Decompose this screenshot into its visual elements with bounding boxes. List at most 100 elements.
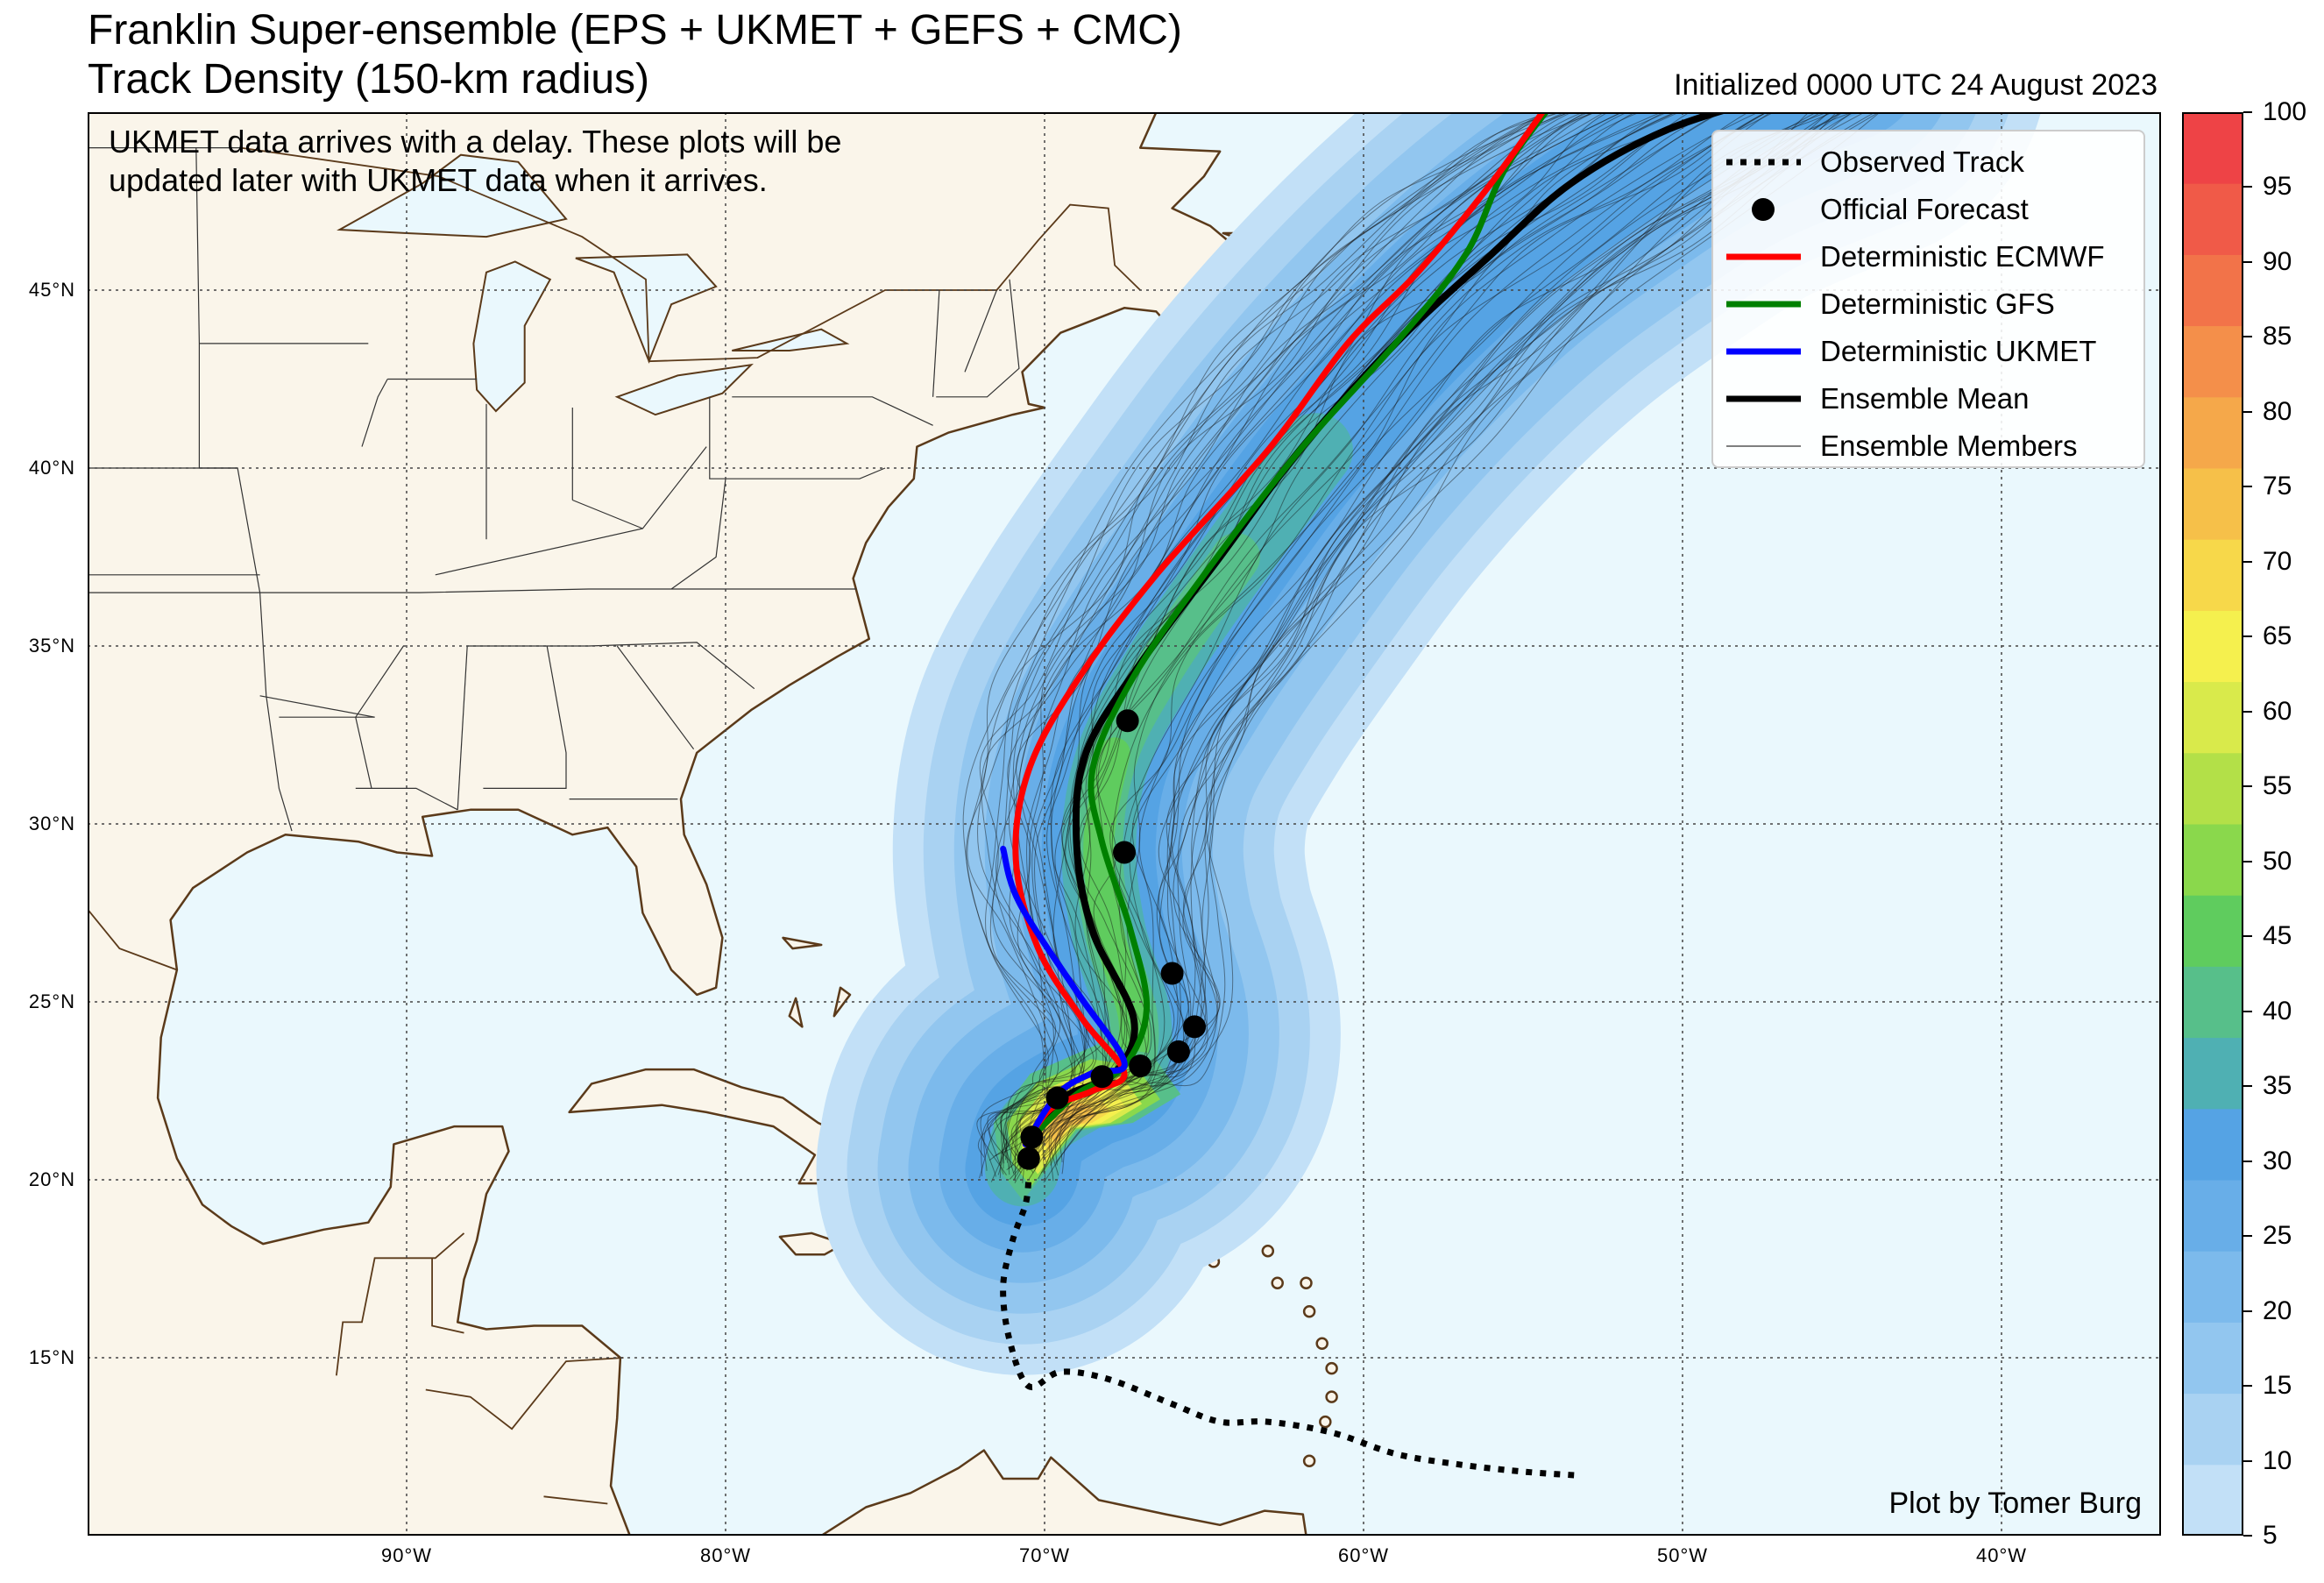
legend-label: Deterministic UKMET: [1820, 335, 2097, 367]
latitude-label: 15°N: [28, 1346, 75, 1368]
legend-label: Deterministic ECMWF: [1820, 240, 2105, 273]
colorbar-tick-label: 10: [2243, 1446, 2313, 1475]
colorbar-tick-label: 25: [2243, 1221, 2313, 1250]
gridlines: [88, 112, 2161, 1536]
colorbar-ticks: 5 10 15 20 25 30 35 40 45 50 55 60 65 70 75 80 85 90 95 100: [2243, 97, 2313, 1550]
colorbar-tick-label: 90: [2243, 247, 2313, 276]
colorbar-tick-label: 65: [2243, 621, 2313, 650]
legend-item: Deterministic UKMET: [1713, 328, 2143, 375]
legend-item: Official Forecast: [1713, 186, 2143, 233]
latitude-label: 45°N: [28, 279, 75, 301]
longitude-label: 90°W: [380, 1544, 433, 1566]
colorbar-segment: [2182, 752, 2243, 825]
official-forecast-point: [1045, 1086, 1069, 1110]
note-line-2: updated later with UKMET data when it ar…: [109, 162, 768, 198]
colorbar-segment: [2182, 396, 2243, 469]
colorbar-segment: [2182, 1180, 2243, 1252]
colorbar-tick-label: 50: [2243, 847, 2313, 876]
colorbar-tick-label: 55: [2243, 771, 2313, 800]
colorbar-segment: [2182, 1464, 2243, 1536]
gfs-track: [1028, 112, 1550, 1140]
chart-subtitle: Track Density (150-km radius): [88, 56, 650, 103]
legend-label: Ensemble Members: [1820, 429, 2078, 462]
ecmwf-track: [1012, 112, 1547, 1147]
colorbar-segment: [2182, 895, 2243, 967]
colorbar-segment: [2182, 1251, 2243, 1323]
colorbar-tick-label: 5: [2243, 1521, 2313, 1550]
legend-label: Official Forecast: [1820, 193, 2029, 225]
legend-label: Deterministic GFS: [1820, 287, 2055, 320]
colorbar-tick-label: 60: [2243, 697, 2313, 726]
official-forecast-point: [1116, 709, 1139, 733]
longitude-label: 40°W: [1975, 1544, 2028, 1566]
colorbar-tick-label: 100: [2243, 97, 2313, 126]
legend-item: Ensemble Mean: [1713, 375, 2143, 422]
tracks-layer: [1000, 112, 1730, 1479]
colorbar-segment: [2182, 681, 2243, 754]
colorbar-tick-label: 35: [2243, 1071, 2313, 1100]
colorbar-tick-label: 95: [2243, 172, 2313, 201]
legend-symbol: [1752, 198, 1775, 221]
colorbar-tick-label: 20: [2243, 1296, 2313, 1325]
official-forecast-point: [1160, 962, 1184, 985]
legend-label: Observed Track: [1820, 146, 2024, 178]
initialized-time: Initialized 0000 UTC 24 August 2023: [1674, 68, 2157, 102]
legend-item: Deterministic ECMWF: [1713, 233, 2143, 280]
legend-label: Ensemble Mean: [1820, 382, 2030, 415]
official-forecast-point: [1017, 1146, 1040, 1170]
colorbar-segment: [2182, 112, 2243, 184]
official-forecast-point: [1166, 1040, 1190, 1063]
longitude-label: 80°W: [699, 1544, 752, 1566]
colorbar-segment: [2182, 824, 2243, 896]
plot-credit: Plot by Tomer Burg: [1888, 1487, 2142, 1520]
colorbar-tick-label: 75: [2243, 472, 2313, 500]
colorbar-segment: [2182, 1322, 2243, 1395]
colorbar-tick-label: 15: [2243, 1371, 2313, 1400]
colorbar: [2182, 112, 2243, 1536]
note-line-1: UKMET data arrives with a delay. These p…: [109, 124, 842, 160]
legend-symbol: [1726, 395, 1801, 402]
legend: Observed Track Official Forecast Determini…: [1711, 130, 2145, 468]
latitude-label: 40°N: [28, 457, 75, 479]
chart-title: Franklin Super-ensemble (EPS + UKMET + G…: [88, 7, 1182, 53]
colorbar-segment: [2182, 468, 2243, 540]
colorbar-tick-label: 85: [2243, 322, 2313, 351]
colorbar-tick-label: 40: [2243, 997, 2313, 1026]
official-forecast-point: [1020, 1125, 1044, 1149]
legend-symbol: [1726, 445, 1801, 447]
official-forecast-point: [1183, 1015, 1207, 1039]
official-forecast-point: [1113, 841, 1136, 864]
longitude-label: 70°W: [1018, 1544, 1071, 1566]
ukmet-note: UKMET data arrives with a delay. These p…: [109, 123, 841, 200]
legend-item: Deterministic GFS: [1713, 280, 2143, 328]
colorbar-segment: [2182, 966, 2243, 1039]
colorbar-segment: [2182, 539, 2243, 611]
colorbar-segment: [2182, 1393, 2243, 1466]
legend-symbol: [1726, 159, 1801, 166]
colorbar-tick-label: 45: [2243, 921, 2313, 950]
legend-symbol: [1726, 301, 1801, 308]
latitude-label: 35°N: [28, 635, 75, 657]
colorbar-tick-label: 30: [2243, 1146, 2313, 1175]
colorbar-tick-label: 80: [2243, 397, 2313, 426]
official-forecast-point: [1129, 1054, 1152, 1078]
legend-symbol: [1726, 253, 1801, 260]
colorbar-segment: [2182, 254, 2243, 327]
colorbar-segment: [2182, 183, 2243, 255]
observed-track: [1000, 1179, 1575, 1479]
colorbar-segment: [2182, 1037, 2243, 1110]
latitude-label: 20°N: [28, 1168, 75, 1190]
latitude-label: 30°N: [28, 813, 75, 834]
longitude-label: 60°W: [1337, 1544, 1390, 1566]
longitude-label: 50°W: [1656, 1544, 1709, 1566]
colorbar-tick-label: 70: [2243, 547, 2313, 576]
colorbar-segment: [2182, 325, 2243, 398]
colorbar-segment: [2182, 1108, 2243, 1181]
official-forecast-point: [1090, 1065, 1114, 1089]
track-density-layer: [816, 112, 2041, 1375]
legend-item: Observed Track: [1713, 138, 2143, 186]
legend-symbol: [1726, 348, 1801, 355]
legend-item: Ensemble Members: [1713, 422, 2143, 470]
colorbar-segment: [2182, 610, 2243, 683]
latitude-label: 25°N: [28, 990, 75, 1012]
